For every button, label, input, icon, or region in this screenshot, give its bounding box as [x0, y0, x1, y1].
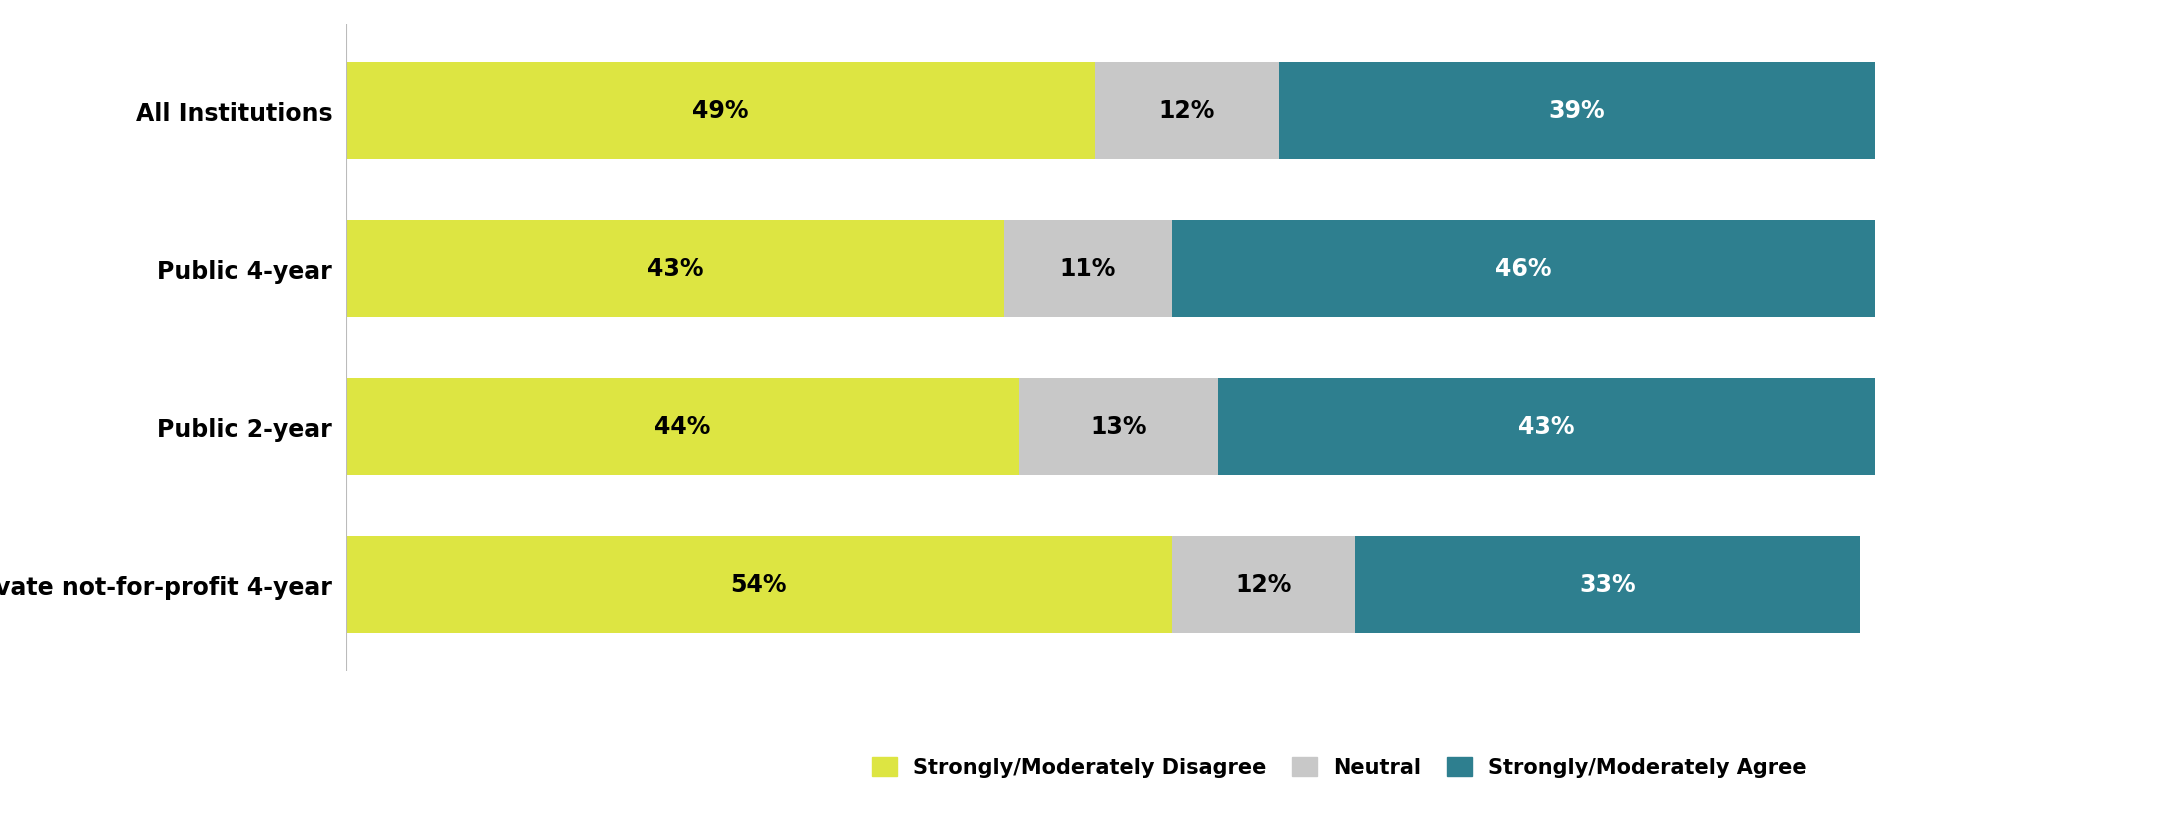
- Text: 54%: 54%: [731, 572, 787, 597]
- Text: 43%: 43%: [647, 257, 703, 281]
- Text: 43%: 43%: [1518, 415, 1575, 439]
- Text: 12%: 12%: [1159, 99, 1216, 124]
- Bar: [1356, 536, 1860, 634]
- Bar: [346, 62, 1094, 161]
- Bar: [1094, 62, 1278, 161]
- Bar: [346, 378, 1019, 476]
- Legend: Strongly/Moderately Disagree, Neutral, Strongly/Moderately Agree: Strongly/Moderately Disagree, Neutral, S…: [861, 747, 1817, 788]
- Bar: [1019, 378, 1218, 476]
- Bar: [1004, 220, 1172, 318]
- Bar: [1218, 378, 1875, 476]
- Text: 39%: 39%: [1549, 99, 1605, 124]
- Text: 44%: 44%: [653, 415, 712, 439]
- Text: 46%: 46%: [1495, 257, 1551, 281]
- Text: 49%: 49%: [692, 99, 748, 124]
- Bar: [1278, 62, 1875, 161]
- Text: 11%: 11%: [1060, 257, 1116, 281]
- Bar: [1172, 220, 1875, 318]
- Bar: [346, 220, 1004, 318]
- Text: 33%: 33%: [1579, 572, 1635, 597]
- Text: 13%: 13%: [1090, 415, 1146, 439]
- Bar: [1172, 536, 1356, 634]
- Bar: [346, 536, 1172, 634]
- Text: 12%: 12%: [1235, 572, 1291, 597]
